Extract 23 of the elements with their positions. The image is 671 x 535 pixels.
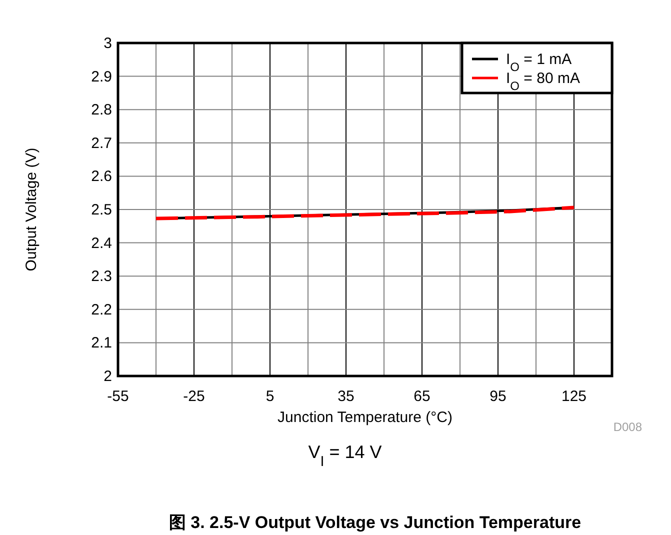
x-tick-label: 95 [490, 388, 506, 405]
y-tick-label: 2.1 [91, 334, 112, 352]
x-tick-label: -55 [107, 388, 129, 405]
y-tick-label: 2.3 [91, 268, 112, 286]
y-tick-label: 2.5 [91, 202, 112, 218]
text: 图 3. 2.5-V Output Voltage vs Junction Temperature [168, 513, 582, 532]
y-tick-label: 2.4 [91, 234, 112, 252]
text: V$_{I}$ = 14 V [308, 442, 382, 470]
y-tick-label: 2.2 [91, 301, 112, 318]
x-tick-label: 5 [266, 388, 274, 405]
text: D008 [613, 420, 642, 434]
x-tick-label: 125 [561, 388, 587, 405]
y-tick-label: 3 [104, 35, 112, 52]
y-axis-title: Output Voltage (V) [23, 148, 40, 272]
y-tick-label: 2.9 [91, 68, 112, 86]
y-tick-label: 2.7 [91, 134, 112, 152]
y-tick-label: 2.8 [91, 102, 112, 119]
y-tick-label: 2.6 [91, 168, 112, 186]
x-tick-label: -25 [183, 388, 205, 405]
x-tick-label: 35 [338, 388, 354, 405]
x-axis-title: Junction Temperature (°C) [278, 409, 452, 426]
y-tick-label: 2 [104, 368, 112, 385]
x-tick-label: 65 [414, 388, 430, 405]
